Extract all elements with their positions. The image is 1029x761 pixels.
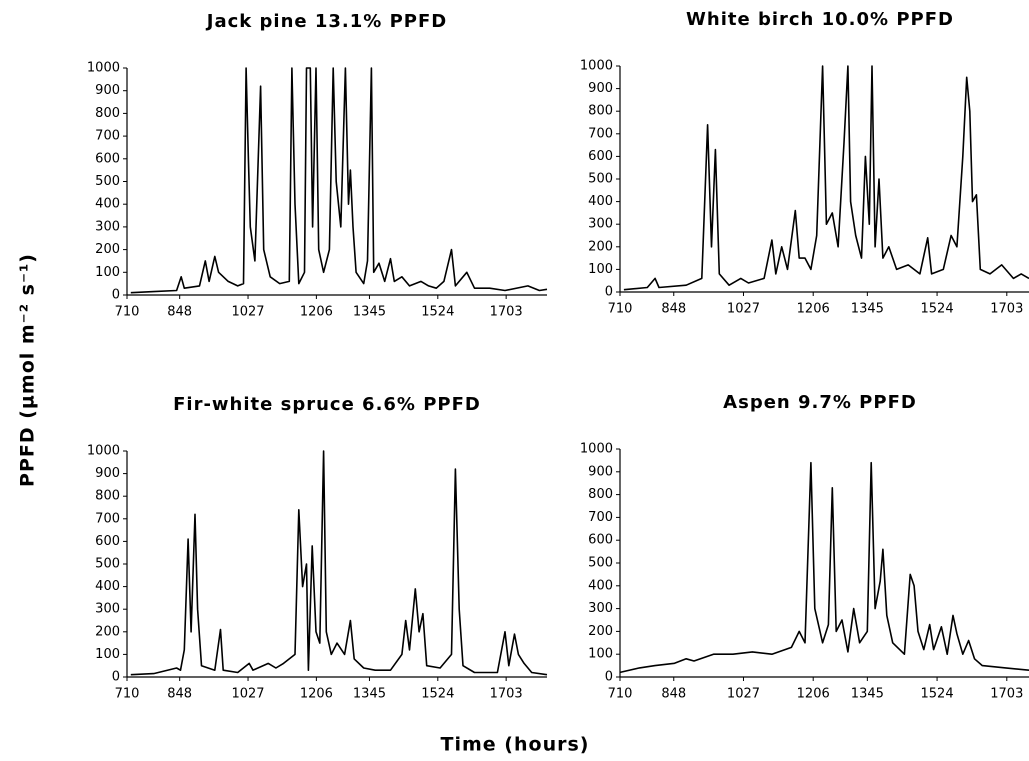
y-tick-label: 1000 <box>580 442 613 457</box>
y-tick-label: 0 <box>605 670 613 685</box>
x-tick-label: 1524 <box>921 302 954 317</box>
y-tick-label: 700 <box>95 511 120 526</box>
x-tick-label: 1345 <box>353 687 386 702</box>
y-tick-label: 600 <box>95 151 120 166</box>
x-tick-label: 1206 <box>300 305 333 320</box>
y-tick-label: 200 <box>588 239 613 254</box>
y-axis-label: PPFD (µmol m⁻² s⁻¹) <box>17 253 39 487</box>
y-tick-label: 400 <box>588 194 613 209</box>
y-tick-label: 200 <box>588 624 613 639</box>
y-tick-label: 900 <box>588 81 613 96</box>
chart-title: Aspen 9.7% PPFD <box>723 392 917 413</box>
x-tick-label: 848 <box>661 302 686 317</box>
chart-title: Fir-white spruce 6.6% PPFD <box>173 394 481 415</box>
data-line <box>623 65 1029 291</box>
y-tick-label: 100 <box>588 262 613 277</box>
y-tick-label: 100 <box>588 647 613 662</box>
y-tick-label: 0 <box>112 288 120 303</box>
x-tick-label: 1206 <box>300 687 333 702</box>
data-line <box>619 461 1029 674</box>
x-tick-label: 1703 <box>490 687 523 702</box>
data-line <box>130 450 548 676</box>
x-tick-label: 710 <box>608 687 633 702</box>
y-tick-label: 300 <box>588 601 613 616</box>
x-tick-label: 1345 <box>851 302 884 317</box>
y-tick-label: 900 <box>95 466 120 481</box>
y-tick-label: 700 <box>588 126 613 141</box>
y-tick-label: 1000 <box>580 59 613 74</box>
y-tick-label: 500 <box>588 556 613 571</box>
y-tick-label: 300 <box>95 602 120 617</box>
x-tick-label: 1524 <box>421 687 454 702</box>
x-axis-label: Time (hours) <box>441 734 590 756</box>
y-tick-label: 1000 <box>87 444 120 459</box>
y-tick-label: 400 <box>95 197 120 212</box>
x-tick-label: 1345 <box>353 305 386 320</box>
x-tick-label: 848 <box>167 305 192 320</box>
y-tick-label: 800 <box>588 104 613 119</box>
y-tick-label: 0 <box>112 670 120 685</box>
x-tick-label: 710 <box>608 302 633 317</box>
y-tick-label: 100 <box>95 647 120 662</box>
x-tick-label: 1524 <box>921 687 954 702</box>
x-tick-label: 1027 <box>231 687 264 702</box>
x-tick-label: 1206 <box>797 302 830 317</box>
x-tick-label: 1524 <box>421 305 454 320</box>
y-tick-label: 500 <box>95 174 120 189</box>
y-tick-label: 400 <box>588 578 613 593</box>
y-tick-label: 600 <box>588 533 613 548</box>
x-tick-label: 710 <box>115 305 140 320</box>
x-tick-label: 1027 <box>727 302 760 317</box>
y-tick-label: 300 <box>95 219 120 234</box>
x-tick-label: 710 <box>115 687 140 702</box>
x-tick-label: 1027 <box>727 687 760 702</box>
data-line <box>130 67 548 294</box>
x-tick-label: 1703 <box>490 305 523 320</box>
y-tick-label: 600 <box>588 149 613 164</box>
y-tick-label: 900 <box>588 464 613 479</box>
y-tick-label: 100 <box>95 265 120 280</box>
x-tick-label: 1703 <box>990 687 1023 702</box>
y-tick-label: 200 <box>95 242 120 257</box>
y-tick-label: 500 <box>588 172 613 187</box>
y-tick-label: 200 <box>95 624 120 639</box>
y-tick-label: 300 <box>588 217 613 232</box>
y-tick-label: 900 <box>95 83 120 98</box>
x-tick-label: 1206 <box>797 687 830 702</box>
x-tick-label: 1345 <box>851 687 884 702</box>
x-tick-label: 848 <box>167 687 192 702</box>
chart-title: White birch 10.0% PPFD <box>686 9 954 30</box>
y-tick-label: 1000 <box>87 61 120 76</box>
y-tick-label: 400 <box>95 579 120 594</box>
y-tick-label: 800 <box>95 489 120 504</box>
y-tick-label: 500 <box>95 557 120 572</box>
y-tick-label: 700 <box>588 510 613 525</box>
y-tick-label: 0 <box>605 285 613 300</box>
x-tick-label: 848 <box>661 687 686 702</box>
y-tick-label: 800 <box>95 106 120 121</box>
chart-title: Jack pine 13.1% PPFD <box>205 11 447 32</box>
y-tick-label: 800 <box>588 487 613 502</box>
x-tick-label: 1703 <box>990 302 1023 317</box>
y-tick-label: 600 <box>95 534 120 549</box>
y-tick-label: 700 <box>95 129 120 144</box>
x-tick-label: 1027 <box>231 305 264 320</box>
